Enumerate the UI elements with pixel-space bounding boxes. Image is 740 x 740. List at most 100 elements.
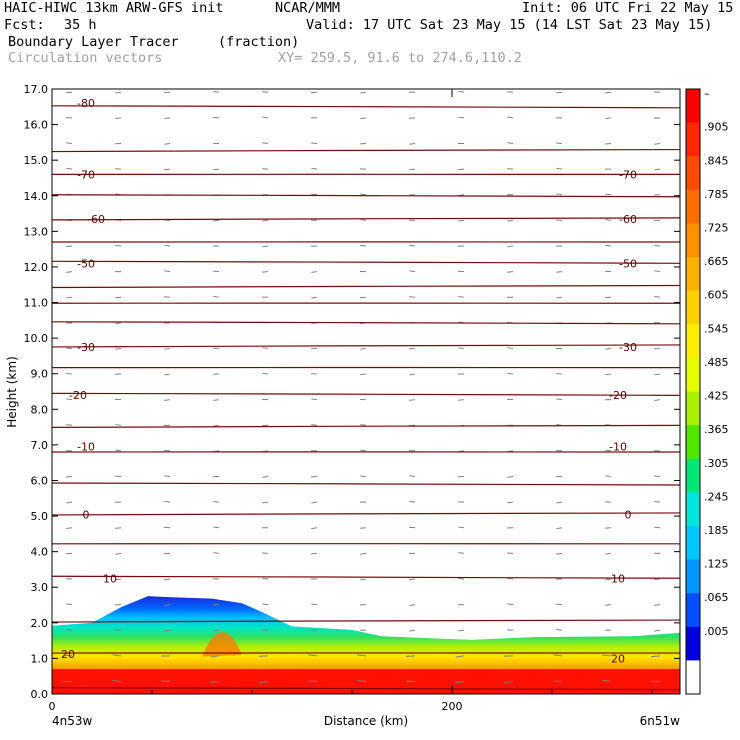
colorbar-swatch — [686, 559, 700, 594]
circulation-vector — [654, 142, 661, 145]
circulation-vector — [311, 501, 318, 504]
circulation-vector — [164, 142, 171, 145]
circulation-vector — [357, 654, 367, 657]
circulation-vector — [210, 681, 220, 683]
colorbar-label: .065 — [704, 591, 729, 604]
org-label: NCAR/MMM — [275, 0, 341, 16]
circulation-vector — [213, 168, 220, 171]
circulation-vectors — [63, 90, 661, 684]
colorbar-swatch — [686, 391, 700, 426]
circulation-vector — [164, 604, 171, 606]
circulation-vector — [409, 347, 416, 350]
circulation-vector — [409, 475, 416, 478]
circulation-vector — [115, 449, 122, 452]
circulation-vector — [553, 654, 563, 657]
circulation-vector — [409, 296, 416, 298]
circulation-vector — [458, 526, 465, 529]
circulation-vector — [458, 219, 465, 222]
circulation-vector — [507, 245, 514, 248]
colorbar-swatch — [686, 425, 700, 460]
colorbar-swatch — [686, 189, 700, 224]
circulation-vector — [651, 655, 661, 658]
colorbar-swatch — [686, 257, 700, 292]
isotherm-label: 20 — [61, 648, 75, 661]
y-axis: 0.0 1.0 2.0 3.0 4.0 5.0 6.0 7.0 8.0 9.0 10.0 11.0 12… — [24, 83, 680, 701]
colorbar-swatch — [686, 357, 700, 392]
forecast-label: Fcst: — [4, 17, 45, 33]
circulation-vector — [311, 398, 318, 401]
circulation-vector — [115, 322, 122, 325]
circulation-vector — [262, 245, 269, 248]
colorbar-frame — [685, 88, 701, 695]
circulation-vector — [311, 603, 318, 606]
isotherm-line — [52, 173, 680, 176]
colorbar-label: .425 — [704, 390, 729, 403]
circulation-vector — [556, 91, 563, 94]
circulation-vector — [654, 526, 661, 529]
colorbar-label: .545 — [704, 322, 729, 335]
field-units: (fraction) — [218, 34, 300, 50]
colorbar-swatch — [686, 290, 700, 325]
circulation-vector — [556, 271, 563, 273]
colorbar-label: .845 — [704, 154, 729, 167]
circulation-vector — [553, 680, 563, 683]
circulation-vector — [654, 399, 661, 401]
isotherm-line — [52, 619, 680, 623]
circulation-vector — [605, 193, 612, 196]
forecast-hour: 35 h — [64, 17, 97, 33]
circulation-vector — [409, 399, 416, 401]
y-tick-label: 4.0 — [31, 546, 49, 559]
isotherm-line — [52, 284, 680, 289]
isotherm-line — [52, 344, 680, 348]
y-tick-label: 13.0 — [24, 225, 49, 238]
circulation-vector — [311, 271, 318, 273]
circulation-vector — [164, 270, 171, 273]
circulation-vector — [507, 577, 514, 580]
isotherm-line — [52, 321, 680, 325]
colorbar-swatch — [686, 89, 700, 124]
circulation-vector — [311, 527, 318, 530]
circulation-vector — [507, 142, 514, 144]
y-tick-label: 10.0 — [24, 332, 49, 345]
circulation-vector — [556, 167, 563, 170]
circulation-vector — [66, 527, 73, 530]
y-tick-label: 11.0 — [24, 297, 49, 310]
circulation-vector — [654, 604, 661, 606]
circulation-vector — [66, 142, 73, 144]
temperature-isotherms — [52, 105, 680, 691]
circulation-vector — [605, 142, 612, 145]
y-tick-label: 9.0 — [31, 368, 49, 381]
isotherm-label: -70 — [77, 168, 95, 181]
circulation-vector — [262, 116, 269, 119]
circulation-vector — [605, 552, 612, 555]
circulation-vector — [213, 295, 220, 298]
isotherm-label: -70 — [619, 168, 637, 181]
circulation-vector — [213, 526, 220, 529]
colorbar-label: .665 — [704, 255, 729, 268]
circulation-vector — [112, 654, 122, 657]
isotherm-labels: -80 -70 -70 -60 -60 -50 -50 -30 -30 -20 -20 -10 -10 0… — [61, 97, 637, 665]
circulation-vector — [115, 552, 122, 555]
circulation-vector — [360, 91, 367, 94]
circulation-vector — [360, 244, 367, 247]
circulation-vector — [605, 117, 612, 120]
circulation-vector — [66, 603, 73, 606]
circulation-vector — [262, 603, 269, 606]
colorbar-swatch — [686, 492, 700, 527]
circulation-vector — [262, 501, 269, 504]
circulation-vector — [213, 90, 220, 93]
colorbar: – .905 .845 .785 .725 .665 .605 .545 .485 .425 .36… — [685, 87, 729, 695]
isotherm-line — [52, 575, 680, 579]
y-tick-label: 6.0 — [31, 474, 49, 487]
circulation-vector — [556, 629, 563, 631]
isotherm-line — [52, 424, 680, 428]
circulation-vector — [164, 399, 171, 401]
circulation-vector — [115, 296, 122, 299]
circulation-vector — [654, 629, 661, 632]
isotherm-label: -80 — [77, 97, 95, 110]
circulation-vector — [115, 117, 122, 120]
colorbar-label: .125 — [704, 558, 729, 571]
colorbar-swatch — [686, 122, 700, 157]
circulation-vector — [66, 398, 73, 401]
